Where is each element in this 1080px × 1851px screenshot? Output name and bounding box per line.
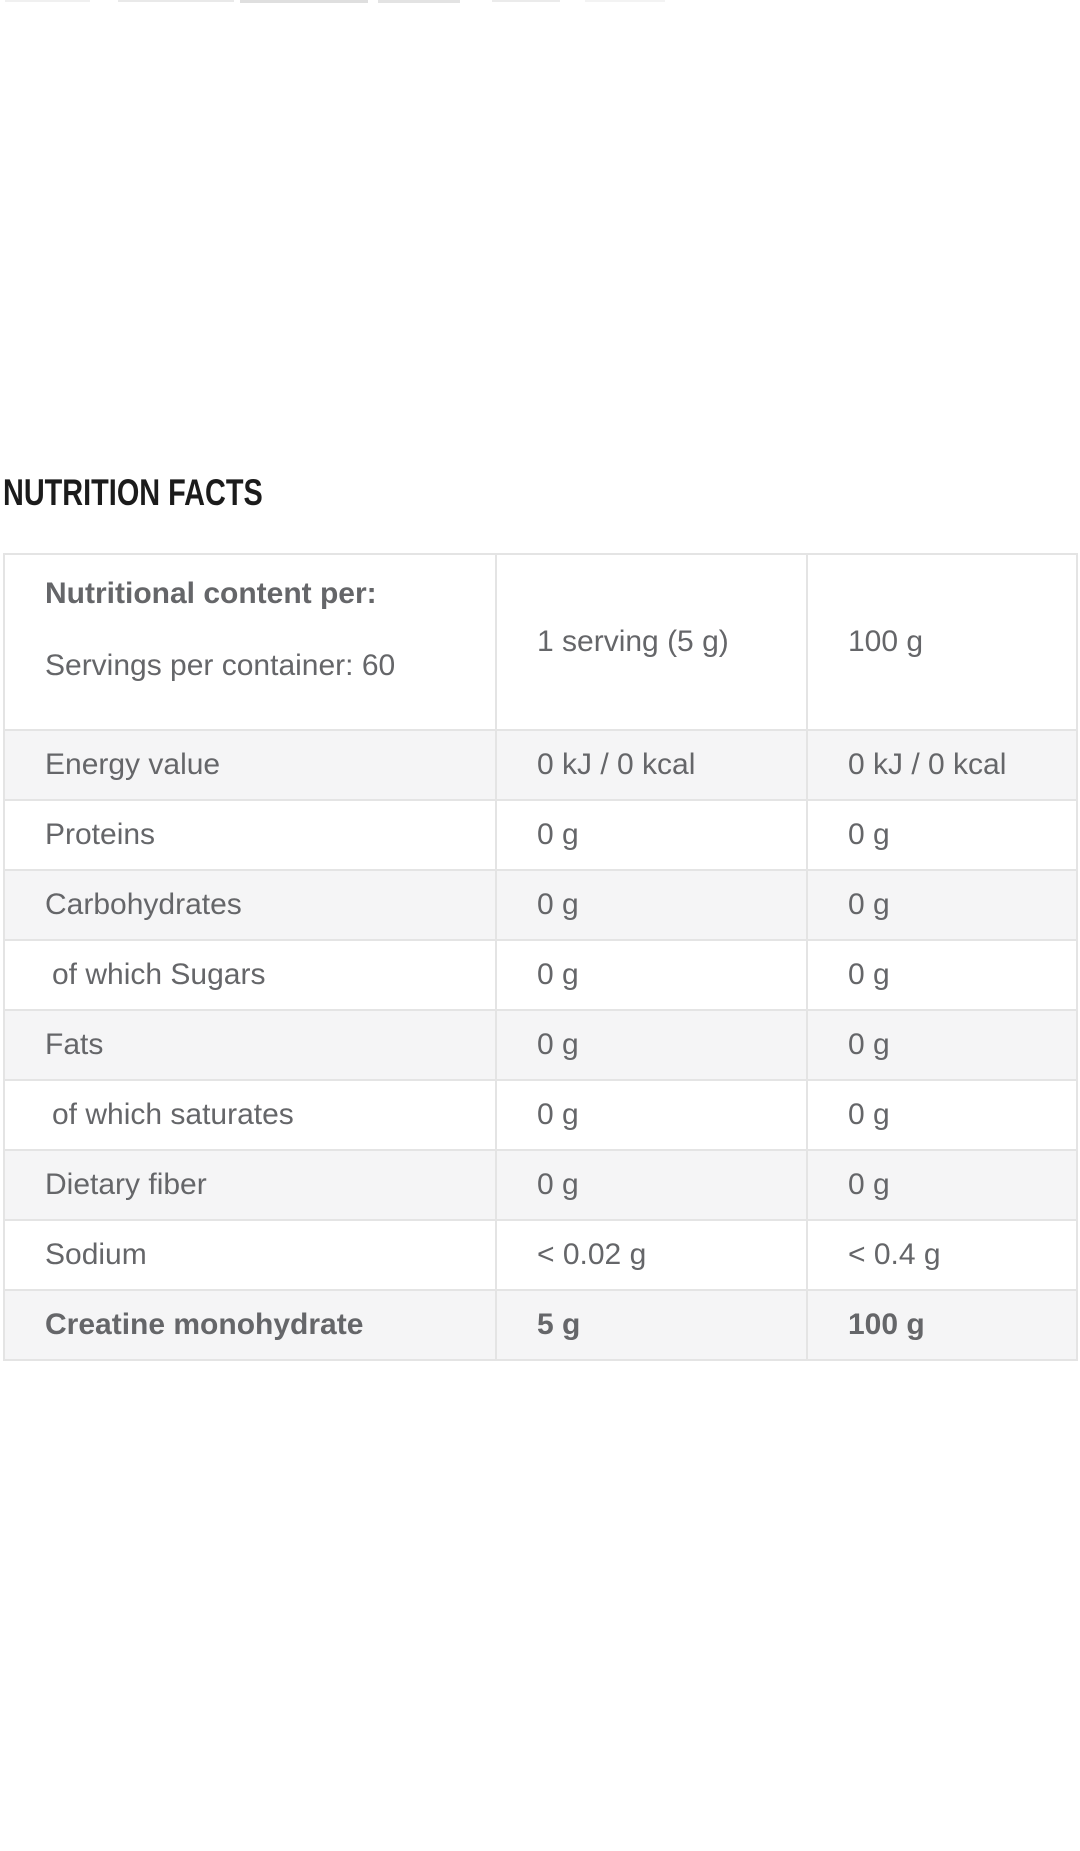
cropped-content-edge — [0, 0, 1080, 4]
header-servings-per-container: Servings per container: 60 — [45, 649, 396, 682]
value-per-serving: 0 g — [495, 1009, 808, 1081]
value-per-serving: 0 g — [495, 799, 808, 871]
value-per-serving: 5 g — [495, 1289, 808, 1361]
row-label: Fats — [3, 1009, 497, 1081]
row-label: Sodium — [3, 1219, 497, 1291]
cropped-text-fragment — [5, 0, 90, 2]
row-label: Carbohydrates — [3, 869, 497, 941]
cropped-text-fragment — [492, 0, 560, 2]
table-row: Energy value 0 kJ / 0 kcal 0 kJ / 0 kcal — [3, 729, 1078, 801]
table-row: Sodium < 0.02 g < 0.4 g — [3, 1219, 1078, 1291]
value-per-100g: 100 g — [806, 1289, 1078, 1361]
value-per-serving: 0 g — [495, 869, 808, 941]
nutrition-table-body: Energy value 0 kJ / 0 kcal 0 kJ / 0 kcal Pr… — [3, 729, 1078, 1361]
section-title: NUTRITION FACTS — [3, 472, 263, 513]
value-per-serving: < 0.02 g — [495, 1219, 808, 1291]
table-row: Creatine monohydrate 5 g 100 g — [3, 1289, 1078, 1361]
value-per-100g: 0 kJ / 0 kcal — [806, 729, 1078, 801]
cropped-text-fragment — [240, 0, 368, 3]
value-per-100g: 0 g — [806, 799, 1078, 871]
value-per-100g: 0 g — [806, 1009, 1078, 1081]
cropped-text-fragment — [118, 0, 234, 2]
value-per-100g: 0 g — [806, 1079, 1078, 1151]
header-cell-per-serving: 1 serving (5 g) — [495, 553, 808, 731]
header-cell-per-100g: 100 g — [806, 553, 1078, 731]
value-per-serving: 0 g — [495, 939, 808, 1011]
value-per-100g: < 0.4 g — [806, 1219, 1078, 1291]
value-per-100g: 0 g — [806, 939, 1078, 1011]
row-label: of which Sugars — [3, 939, 497, 1011]
header-nutritional-content-title: Nutritional content per: — [45, 577, 377, 610]
row-label: of which saturates — [3, 1079, 497, 1151]
cropped-text-fragment — [585, 0, 665, 2]
row-label: Proteins — [3, 799, 497, 871]
cropped-text-fragment — [378, 0, 460, 3]
row-label: Energy value — [3, 729, 497, 801]
nutrition-facts-table: Nutritional content per: Servings per co… — [3, 553, 1078, 1361]
value-per-serving: 0 kJ / 0 kcal — [495, 729, 808, 801]
header-cell-label: Nutritional content per: Servings per co… — [3, 553, 497, 731]
value-per-100g: 0 g — [806, 869, 1078, 941]
table-header-row: Nutritional content per: Servings per co… — [3, 553, 1078, 731]
row-label: Dietary fiber — [3, 1149, 497, 1221]
row-label: Creatine monohydrate — [3, 1289, 497, 1361]
value-per-serving: 0 g — [495, 1149, 808, 1221]
value-per-100g: 0 g — [806, 1149, 1078, 1221]
value-per-serving: 0 g — [495, 1079, 808, 1151]
